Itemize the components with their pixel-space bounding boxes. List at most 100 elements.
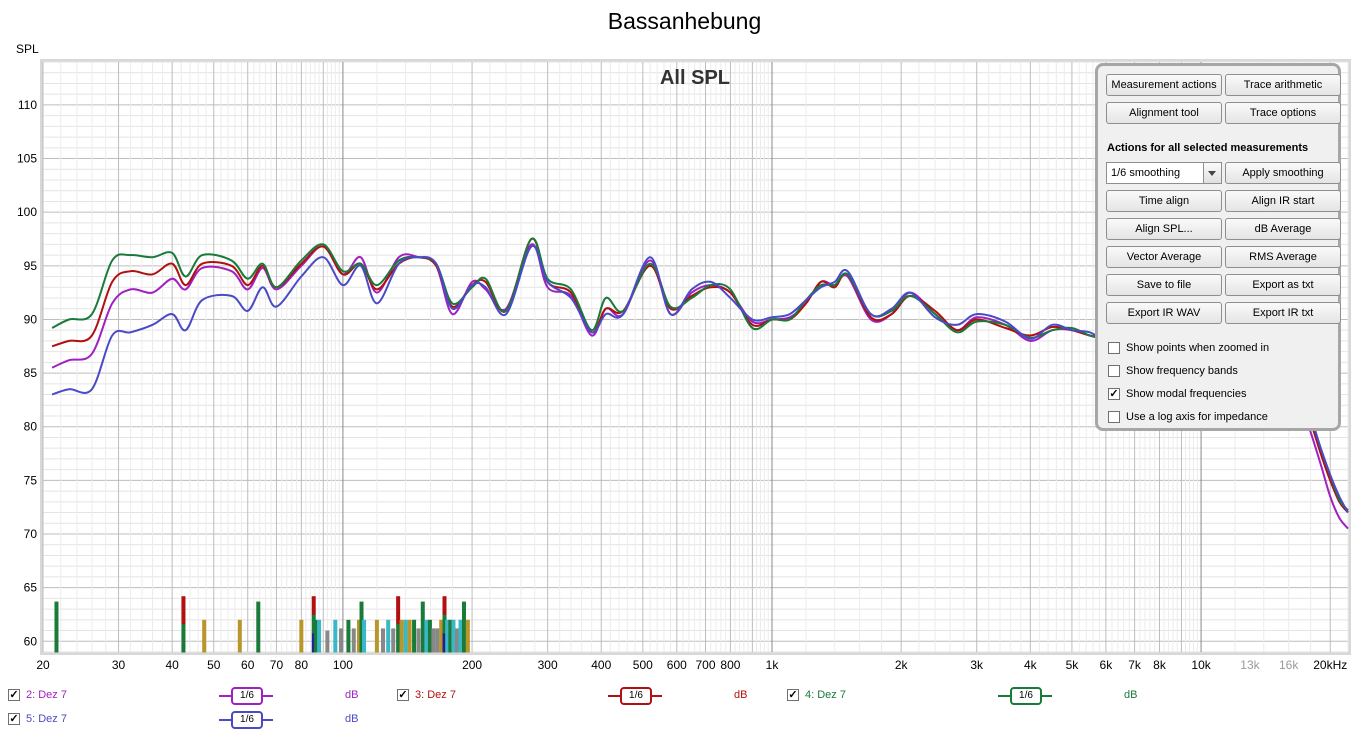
modal-frequency-bar xyxy=(416,628,421,653)
modal-frequency-bar xyxy=(435,628,440,653)
x-tick-label: 2k xyxy=(895,658,909,672)
x-tick-label: 50 xyxy=(207,658,221,672)
x-tick-label: 8k xyxy=(1153,658,1167,672)
modal-frequency-bar xyxy=(451,619,456,653)
modal-frequency-bar xyxy=(311,614,316,634)
y-tick-label: 90 xyxy=(24,312,38,326)
trace-options-button[interactable]: Trace options xyxy=(1225,102,1341,124)
x-tick-label: 400 xyxy=(591,658,611,672)
x-tick-label: 6k xyxy=(1100,658,1114,672)
x-tick-label: 70 xyxy=(270,658,284,672)
x-tick-label: 80 xyxy=(295,658,309,672)
x-tick-label: 20 xyxy=(36,658,50,672)
modal-frequency-bar xyxy=(442,614,447,634)
checkbox-box[interactable] xyxy=(1108,342,1120,354)
alignment-tool-button[interactable]: Alignment tool xyxy=(1106,102,1222,124)
smoothing-badge[interactable]: 1/6 xyxy=(608,687,662,705)
modal-frequency-bar xyxy=(356,619,361,653)
checkmark-icon[interactable]: ✓ xyxy=(8,713,20,725)
legend-name: 2: Dez 7 xyxy=(26,689,67,701)
smoothing-badge[interactable]: 1/6 xyxy=(219,711,273,729)
modal-frequency-bar xyxy=(311,633,316,653)
checkmark-icon[interactable]: ✓ xyxy=(787,689,799,701)
smoothing-select[interactable]: 1/6 smoothing xyxy=(1106,162,1222,184)
measurement-actions-button[interactable]: Measurement actions xyxy=(1106,74,1222,96)
modal-frequency-bar xyxy=(465,619,470,653)
show-modal-frequencies-checkbox[interactable]: ✓ Show modal frequencies xyxy=(1108,388,1246,400)
modal-frequency-bar xyxy=(439,619,444,653)
legend-item-5[interactable]: ✓ 5: Dez 7 1/6 dB xyxy=(8,711,388,729)
show-points-checkbox[interactable]: Show points when zoomed in xyxy=(1108,342,1269,354)
modal-frequency-bar xyxy=(386,619,391,653)
modal-frequency-bar xyxy=(237,619,242,653)
modal-frequency-bar xyxy=(399,619,404,653)
db-average-button[interactable]: dB Average xyxy=(1225,218,1341,240)
smoothing-badge[interactable]: 1/6 xyxy=(219,687,273,705)
x-tick-label: 3k xyxy=(970,658,984,672)
modal-frequency-bar xyxy=(317,619,322,653)
modal-frequency-bar xyxy=(412,619,417,653)
y-tick-label: 95 xyxy=(24,259,38,273)
y-tick-label: 100 xyxy=(17,205,37,219)
vector-average-button[interactable]: Vector Average xyxy=(1106,246,1222,268)
apply-smoothing-button[interactable]: Apply smoothing xyxy=(1225,162,1341,184)
x-tick-label: 13k xyxy=(1240,658,1260,672)
x-tick-label: 30 xyxy=(112,658,126,672)
y-tick-label: 75 xyxy=(24,473,38,487)
y-tick-label: 85 xyxy=(24,366,38,380)
save-to-file-button[interactable]: Save to file xyxy=(1106,274,1222,296)
modal-frequency-bar xyxy=(362,619,367,653)
legend-name: 3: Dez 7 xyxy=(415,689,456,701)
y-tick-label: 70 xyxy=(24,527,38,541)
smoothing-badge[interactable]: 1/6 xyxy=(998,687,1052,705)
legend-item-2[interactable]: ✓ 2: Dez 7 1/6 dB xyxy=(8,687,388,705)
chart-title: Bassanhebung xyxy=(607,8,762,34)
modal-frequency-bar xyxy=(311,596,316,616)
x-tick-label: 300 xyxy=(538,658,558,672)
chevron-down-icon[interactable] xyxy=(1203,163,1221,183)
align-spl-button[interactable]: Align SPL... xyxy=(1106,218,1222,240)
modal-frequency-bar xyxy=(396,624,401,653)
trace-arithmetic-button[interactable]: Trace arithmetic xyxy=(1225,74,1341,96)
checkmark-icon[interactable]: ✓ xyxy=(1108,388,1120,400)
x-tick-label: 20kHz xyxy=(1313,658,1347,672)
modal-frequency-bar xyxy=(181,624,186,653)
export-ir-wav-button[interactable]: Export IR WAV xyxy=(1106,302,1222,324)
show-frequency-bands-checkbox[interactable]: Show frequency bands xyxy=(1108,365,1238,377)
modal-frequency-bar xyxy=(403,619,408,653)
panel-heading: Actions for all selected measurements xyxy=(1107,142,1309,154)
modal-frequency-bar xyxy=(339,628,344,653)
time-align-button[interactable]: Time align xyxy=(1106,190,1222,212)
checkbox-label: Show points when zoomed in xyxy=(1126,342,1270,354)
x-tick-label: 600 xyxy=(667,658,687,672)
legend-unit: dB xyxy=(1124,689,1138,701)
checkmark-icon[interactable]: ✓ xyxy=(8,689,20,701)
modal-frequency-bar xyxy=(461,601,466,653)
align-ir-start-button[interactable]: Align IR start xyxy=(1225,190,1341,212)
x-tick-label: 16k xyxy=(1279,658,1299,672)
x-tick-label: 200 xyxy=(462,658,482,672)
checkbox-box[interactable] xyxy=(1108,411,1120,423)
export-as-txt-button[interactable]: Export as txt xyxy=(1225,274,1341,296)
y-tick-label: 65 xyxy=(24,581,38,595)
modal-frequency-bar xyxy=(391,628,396,653)
x-tick-label: 500 xyxy=(633,658,653,672)
x-tick-label: 800 xyxy=(720,658,740,672)
modal-frequency-bar xyxy=(256,601,261,653)
export-ir-txt-button[interactable]: Export IR txt xyxy=(1225,302,1341,324)
x-tick-label: 7k xyxy=(1128,658,1142,672)
checkbox-box[interactable] xyxy=(1108,365,1120,377)
modal-frequency-bar xyxy=(431,628,436,653)
legend-item-4[interactable]: ✓ 4: Dez 7 1/6 dB xyxy=(787,687,1167,705)
modal-frequency-bar xyxy=(380,628,385,653)
checkbox-label: Show modal frequencies xyxy=(1126,388,1247,400)
legend-item-3[interactable]: ✓ 3: Dez 7 1/6 dB xyxy=(397,687,777,705)
rms-average-button[interactable]: RMS Average xyxy=(1225,246,1341,268)
modal-frequency-bar xyxy=(181,596,186,625)
checkmark-icon[interactable]: ✓ xyxy=(397,689,409,701)
x-tick-label: 40 xyxy=(165,658,179,672)
y-axis-label: SPL xyxy=(16,42,39,56)
log-axis-impedance-checkbox[interactable]: Use a log axis for impedance xyxy=(1108,411,1268,423)
legend-name: 4: Dez 7 xyxy=(805,689,846,701)
modal-frequency-bar xyxy=(445,619,450,653)
